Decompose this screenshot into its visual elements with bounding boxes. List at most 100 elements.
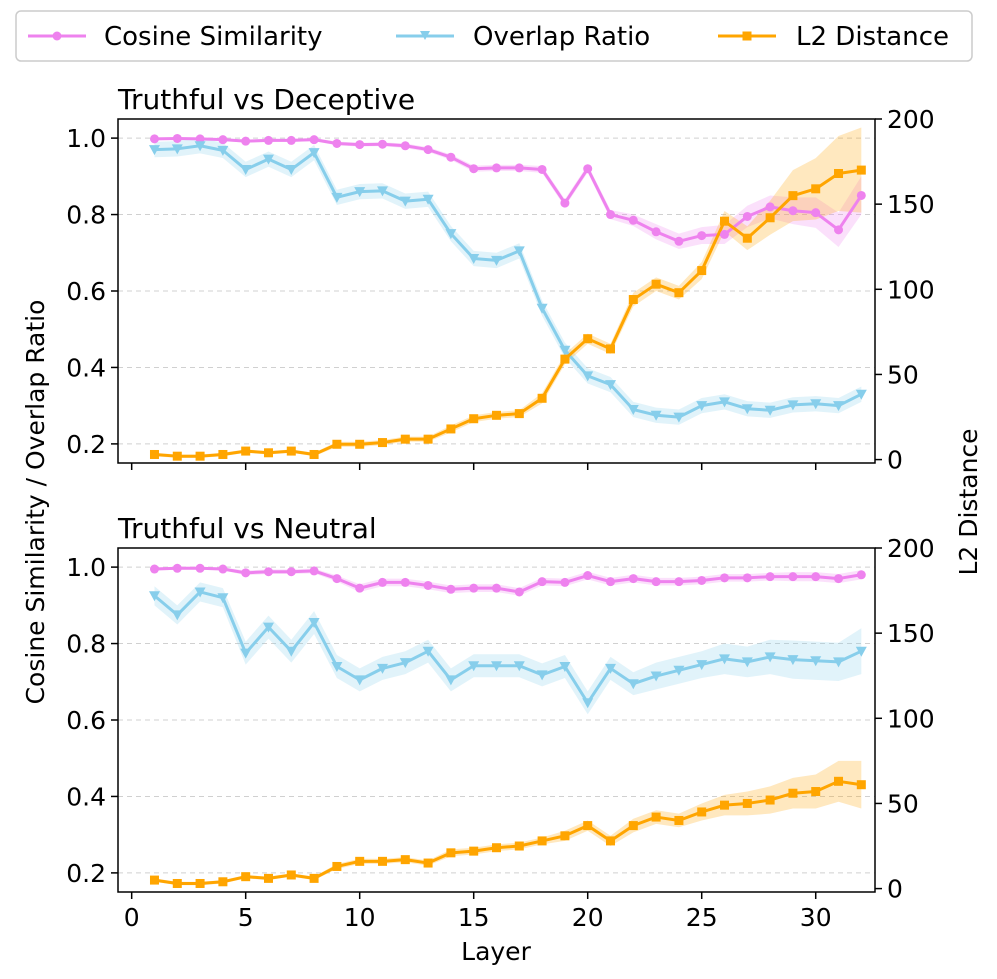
overlap-point <box>285 646 297 657</box>
legend: Cosine Similarity Overlap Ratio L2 Dista… <box>15 10 973 62</box>
l2-point <box>628 295 638 305</box>
l2-point <box>537 836 547 846</box>
legend-entry-cosine: Cosine Similarity <box>28 22 323 52</box>
left-y-axis-label: Cosine Similarity / Overlap Ratio <box>21 300 50 705</box>
l2-point <box>674 288 684 298</box>
l2-point <box>377 856 387 866</box>
overlap-series-line <box>153 590 862 705</box>
l2-point <box>674 815 684 825</box>
cosine-point <box>788 572 798 582</box>
panel-1-right-ticks: 0 50 100 150 200 <box>875 105 935 475</box>
overlap-point <box>354 187 366 198</box>
overlap-band <box>154 582 862 715</box>
cosine-point <box>355 140 365 150</box>
l2-point <box>309 449 319 459</box>
l2-point <box>720 216 730 226</box>
x-tick-label: 20 <box>572 903 604 932</box>
overlap-point <box>719 654 731 665</box>
cosine-point <box>149 134 159 144</box>
cosine-point <box>332 574 342 584</box>
cosine-point <box>583 571 593 581</box>
overlap-point <box>605 663 617 674</box>
cosine-point <box>286 567 296 577</box>
l2-point <box>355 856 365 866</box>
overlap-point <box>491 255 502 266</box>
cosine-point <box>469 164 479 174</box>
overlap-point <box>376 663 388 674</box>
l2-point <box>446 848 456 858</box>
cosine-point <box>628 215 638 225</box>
l2-point <box>765 213 775 223</box>
overlap-point <box>285 164 297 175</box>
cosine-point <box>811 572 821 582</box>
panel-2-right-ticks: 0 50 100 150 200 <box>875 534 935 904</box>
l2-point <box>332 439 342 449</box>
l2-point <box>856 165 866 175</box>
left-tick-label: 1.0 <box>66 553 106 582</box>
cosine-point <box>788 206 798 216</box>
overlap-point <box>582 371 594 382</box>
cosine-point <box>720 573 730 583</box>
cosine-point <box>856 190 866 200</box>
l2-point <box>742 798 752 808</box>
l2-point <box>241 446 251 456</box>
cosine-point <box>492 163 501 173</box>
x-tick-label: 0 <box>124 903 140 932</box>
panel-2-grid <box>118 566 875 874</box>
l2-point <box>172 878 182 888</box>
l2-point <box>514 409 524 419</box>
cosine-point <box>742 573 752 583</box>
overlap-point <box>513 661 525 672</box>
cosine-point <box>628 574 638 584</box>
cosine-point <box>742 211 752 221</box>
l2-point <box>423 858 433 868</box>
right-tick-label: 100 <box>887 704 935 733</box>
l2-point <box>560 354 570 364</box>
l2-point <box>560 831 570 841</box>
overlap-point <box>810 399 822 410</box>
overlap-point <box>810 656 822 667</box>
overlap-point <box>308 148 320 159</box>
right-tick-label: 200 <box>887 534 935 563</box>
l2-point <box>332 861 342 871</box>
panel-2-bands <box>154 566 862 886</box>
x-tick-label: 25 <box>686 903 718 932</box>
cosine-point <box>560 198 570 208</box>
cosine-point <box>218 564 228 574</box>
right-tick-label: 0 <box>887 446 903 475</box>
l2-point <box>606 344 616 354</box>
legend-overlap-label: Overlap Ratio <box>473 22 650 52</box>
overlap-point <box>833 657 845 668</box>
x-tick-label: 5 <box>238 903 254 932</box>
l2-point <box>811 787 821 797</box>
cosine-point <box>377 139 387 149</box>
cosine-point <box>309 566 319 576</box>
overlap-point <box>422 646 434 657</box>
cosine-point <box>720 229 730 239</box>
cosine-point <box>286 135 296 145</box>
l2-point <box>218 449 228 459</box>
cosine-point <box>834 225 844 235</box>
legend-overlap-marker <box>420 31 430 40</box>
l2-point <box>788 191 798 201</box>
l2-point <box>263 873 273 883</box>
cosine-point <box>355 583 365 593</box>
cosine-point <box>309 135 319 145</box>
l2-point <box>834 168 844 178</box>
l2-point <box>400 855 410 865</box>
cosine-point <box>446 584 456 594</box>
panel-1-title: Truthful vs Deceptive <box>117 83 415 116</box>
cosine-point <box>172 133 182 143</box>
overlap-point <box>354 675 366 686</box>
left-tick-label: 0.2 <box>66 859 106 888</box>
l2-point <box>834 776 844 786</box>
cosine-point <box>674 577 684 587</box>
overlap-point <box>855 646 867 657</box>
overlap-point <box>468 661 480 672</box>
overlap-point <box>171 610 183 621</box>
right-tick-label: 0 <box>887 875 903 904</box>
x-tick-label: 15 <box>458 903 490 932</box>
l2-point <box>309 873 319 883</box>
cosine-point <box>263 567 273 577</box>
